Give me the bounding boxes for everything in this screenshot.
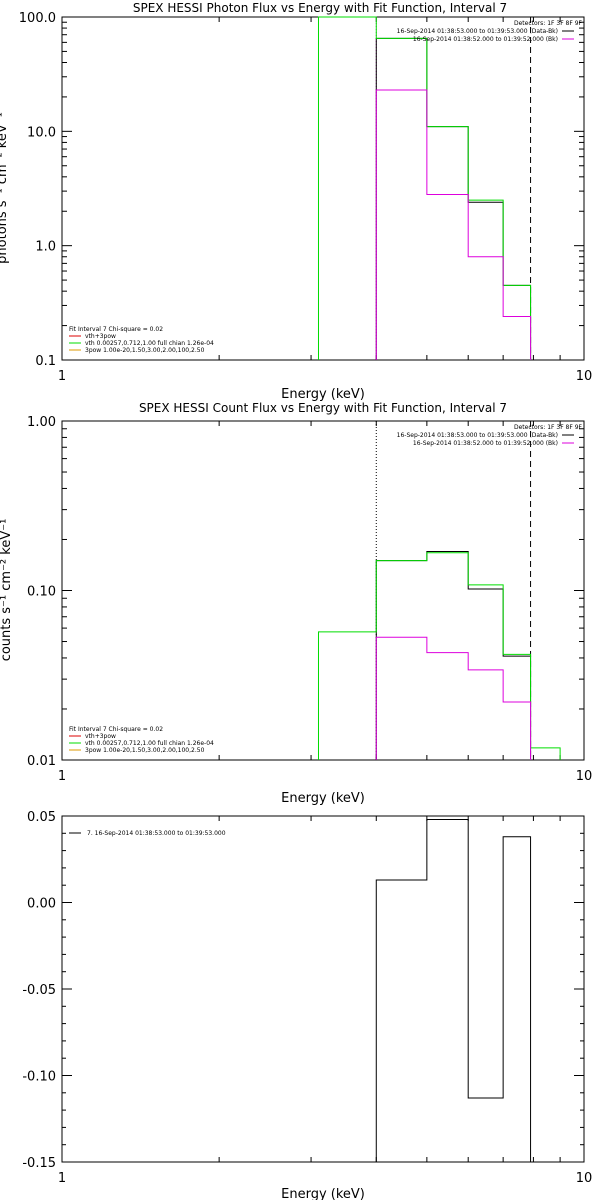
fit-info-label: 3pow 1.00e-20,1.50,3.00,2.00,100,2.50 <box>85 347 205 354</box>
series-2-histogram <box>375 89 532 360</box>
x-tick-label: 1 <box>58 1171 66 1186</box>
photon-flux-title: SPEX HESSI Photon Flux vs Energy with Fi… <box>133 1 507 15</box>
x-tick-label: 1 <box>58 369 66 384</box>
y-tick-label: -0.10 <box>22 1070 56 1085</box>
series-0-histogram <box>375 818 532 1162</box>
x-tick-label: 10 <box>576 369 593 384</box>
count-flux-title: SPEX HESSI Count Flux vs Energy with Fit… <box>139 401 507 415</box>
fit-info-label: 3pow 1.00e-20,1.50,3.00,2.00,100,2.50 <box>85 747 205 754</box>
legend-header: Detectors: 1F 3F 8F 9F <box>514 20 583 27</box>
legend-entry-label: 7. 16-Sep-2014 01:38:53.000 to 01:39:53.… <box>87 830 226 837</box>
count-flux-panel: SPEX HESSI Count Flux vs Energy with Fit… <box>0 401 592 806</box>
y-tick-label: 0.05 <box>27 810 56 825</box>
y-tick-label: 1.00 <box>27 415 56 430</box>
count-flux-y-axis-label: counts s⁻¹ cm⁻² keV⁻¹ <box>0 519 14 662</box>
photon-flux-panel: SPEX HESSI Photon Flux vs Energy with Fi… <box>0 1 592 402</box>
residuals-plot-frame <box>61 815 585 1163</box>
legend-entry-label: 16-Sep-2014 01:38:53.000 to 01:39:53.000… <box>397 432 558 439</box>
photon-flux-y-axis-label: photons s⁻¹ cm⁻² keV⁻¹ <box>0 112 10 264</box>
fit-info-label: vth 0.00257,0.712,1.00 full chian 1.26e-… <box>85 340 214 347</box>
series-0-histogram <box>375 550 532 760</box>
count-flux-x-axis-label: Energy (keV) <box>281 791 365 806</box>
residuals-x-axis-label: Energy (keV) <box>281 1187 365 1200</box>
series-0-histogram <box>375 37 532 360</box>
y-tick-label: 0.01 <box>27 754 56 769</box>
legend-entry-label: 16-Sep-2014 01:38:52.000 to 01:39:52.000… <box>413 440 558 447</box>
count-flux-plot-frame <box>61 420 585 761</box>
fit-info-label: vth 0.00257,0.712,1.00 full chian 1.26e-… <box>85 740 214 747</box>
legend-entry-label: 16-Sep-2014 01:38:53.000 to 01:39:53.000… <box>397 28 558 35</box>
y-tick-label: 1.0 <box>35 240 56 255</box>
x-tick-label: 10 <box>576 1171 593 1186</box>
fit-info-header: Fit Interval 7 Chi-square = 0.02 <box>69 326 163 333</box>
y-tick-label: 100.0 <box>19 11 56 26</box>
y-tick-label: -0.15 <box>22 1156 56 1171</box>
y-tick-label: 0.00 <box>27 897 56 912</box>
y-tick-label: 0.10 <box>27 585 56 600</box>
series-1-histogram <box>317 16 532 360</box>
y-tick-label: -0.05 <box>22 983 56 998</box>
photon-flux-x-axis-label: Energy (keV) <box>281 387 365 402</box>
series-2-histogram <box>375 636 532 760</box>
fit-info-label: vth+3pow <box>85 333 116 340</box>
legend-header: Detectors: 1F 3F 8F 9F <box>514 424 583 431</box>
y-tick-label: 0.1 <box>35 354 56 369</box>
photon-flux-plot-frame <box>61 16 585 361</box>
legend-entry-label: 16-Sep-2014 01:38:52.000 to 01:39:52.000… <box>413 36 558 43</box>
fit-info-label: vth+3pow <box>85 733 116 740</box>
x-tick-label: 10 <box>576 769 593 784</box>
x-tick-label: 1 <box>58 769 66 784</box>
residuals-panel: -0.15 -0.10 -0.05 0.00 0.05 1 10 7. 16-Sep-20… <box>22 810 592 1200</box>
fit-info-header: Fit Interval 7 Chi-square = 0.02 <box>69 726 163 733</box>
y-tick-label: 10.0 <box>27 125 56 140</box>
